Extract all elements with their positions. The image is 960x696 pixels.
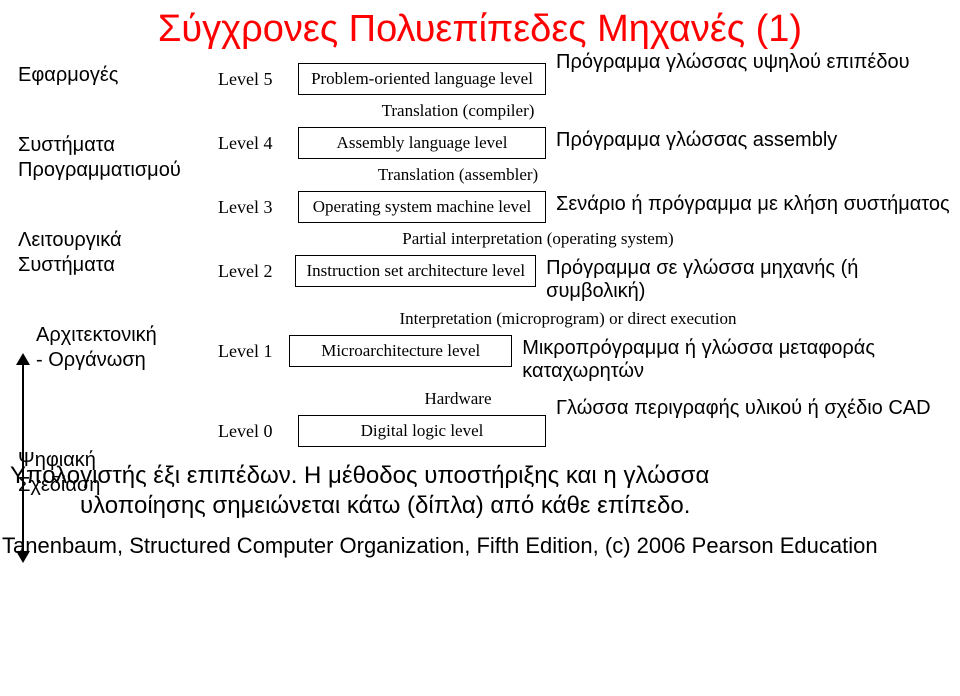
level-box-2: Instruction set architecture level [295, 255, 536, 287]
translation-3: Partial interpretation (operating system… [358, 223, 718, 255]
label-sysprog-1: Συστήματα [18, 133, 115, 157]
level-row-4: Level 4 Assembly language level Πρόγραμμ… [218, 127, 950, 159]
translation-2: Interpretation (microprogram) or direct … [358, 303, 778, 335]
level-row-0: Level 0 Digital logic level Γλώσσα περιγ… [218, 415, 950, 447]
level-desc-2: Πρόγραμμα σε γλώσσα μηχανής (ή συμβολική… [536, 255, 950, 303]
label-dd-2: Σχεδίαση [18, 473, 100, 497]
level-id-5: Level 5 [218, 63, 298, 90]
label-apps: Εφαρμογές [18, 63, 118, 87]
trans-row-4: Translation (assembler) [218, 159, 950, 191]
level-desc-0: Γλώσσα περιγραφής υλικού ή σχέδιο CAD [546, 395, 931, 420]
level-box-1: Microarchitecture level [289, 335, 512, 367]
level-desc-4: Πρόγραμμα γλώσσας assembly [546, 127, 837, 152]
arrow-line [22, 361, 24, 555]
vertical-arrow [16, 353, 30, 563]
trans-row-3: Partial interpretation (operating system… [218, 223, 950, 255]
trans-row-5: Translation (compiler) [218, 95, 950, 127]
level-box-4: Assembly language level [298, 127, 546, 159]
label-arch-1: Αρχιτεκτονική [36, 323, 157, 347]
trans-row-2: Interpretation (microprogram) or direct … [218, 303, 950, 335]
credit-line: Tanenbaum, Structured Computer Organizat… [0, 525, 960, 559]
level-row-5: Level 5 Problem-oriented language level … [218, 63, 950, 95]
caption-line-1: Υπολογιστής έξι επιπέδων. Η μέθοδος υποσ… [10, 462, 709, 489]
arrow-down-icon [16, 551, 30, 563]
level-box-5: Problem-oriented language level [298, 63, 546, 95]
level-id-1: Level 1 [218, 335, 289, 362]
level-desc-3: Σενάριο ή πρόγραμμα με κλήση συστήματος [546, 191, 950, 216]
levels-diagram: Level 5 Problem-oriented language level … [218, 63, 950, 447]
label-os-2: Συστήματα [18, 253, 115, 277]
level-desc-1: Μικροπρόγραμμα ή γλώσσα μεταφοράς καταχω… [512, 335, 950, 383]
translation-5: Translation (compiler) [278, 95, 638, 127]
level-id-4: Level 4 [218, 127, 298, 154]
level-id-3: Level 3 [218, 191, 298, 218]
label-os-1: Λειτουργικά [18, 228, 122, 252]
label-sysprog-2: Προγραμματισμού [18, 158, 181, 182]
slide-title: Σύγχρονες Πολυεπίπεδες Μηχανές (1) [0, 8, 960, 51]
translation-4: Translation (assembler) [278, 159, 638, 191]
level-box-0: Digital logic level [298, 415, 546, 447]
caption: Υπολογιστής έξι επιπέδων. Η μέθοδος υποσ… [0, 447, 960, 525]
level-desc-5: Πρόγραμμα γλώσσας υψηλού επιπέδου [546, 49, 910, 74]
level-row-2: Level 2 Instruction set architecture lev… [218, 255, 950, 303]
left-categories: Εφαρμογές Συστήματα Προγραμματισμού Λειτ… [18, 63, 218, 447]
main-area: Εφαρμογές Συστήματα Προγραμματισμού Λειτ… [0, 63, 960, 447]
label-arch-2: - Οργάνωση [36, 348, 146, 372]
caption-line-2: υλοποίησης σημειώνεται κάτω (δίπλα) από … [10, 492, 690, 519]
level-box-3: Operating system machine level [298, 191, 546, 223]
level-row-1: Level 1 Microarchitecture level Μικροπρό… [218, 335, 950, 383]
level-row-3: Level 3 Operating system machine level Σ… [218, 191, 950, 223]
level-id-0: Level 0 [218, 415, 298, 442]
level-id-2: Level 2 [218, 255, 295, 282]
